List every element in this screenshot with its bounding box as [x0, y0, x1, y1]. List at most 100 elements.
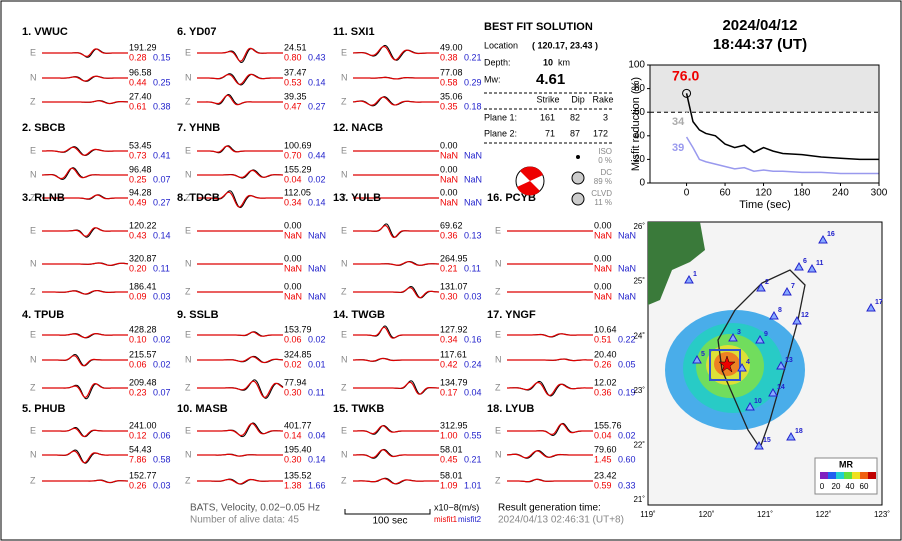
component-label: E — [185, 329, 191, 339]
misfit2: 0.14 — [153, 230, 171, 240]
station-number: 1 — [693, 271, 697, 278]
component-label: E — [185, 145, 191, 155]
amplitude: 401.77 — [284, 420, 312, 430]
component-value: 0 % — [598, 156, 612, 165]
misfit2: 0.01 — [308, 359, 326, 369]
amplitude: 195.40 — [284, 444, 312, 454]
misfit1: 0.26 — [594, 359, 612, 369]
beachball-quadrant — [520, 166, 543, 181]
component-label: N — [185, 72, 192, 82]
misfit1: NaN — [284, 263, 302, 273]
waveform — [197, 453, 283, 457]
start-marker — [682, 88, 692, 98]
waveform — [42, 167, 128, 180]
map-y-label: 24˚ — [633, 331, 645, 340]
series-line — [685, 111, 879, 168]
misfit2: 0.43 — [308, 52, 326, 62]
amplitude: 324.85 — [284, 349, 312, 359]
misfit2: 0.11 — [464, 263, 481, 273]
misfit2: NaN — [618, 263, 636, 273]
station-title: 8. TDCB — [177, 192, 220, 204]
component-label: N — [341, 169, 348, 179]
misfit2: 0.25 — [153, 77, 171, 87]
station-number: 2 — [765, 279, 769, 286]
map-x-label: 122˚ — [815, 510, 831, 519]
best-fit-box — [709, 349, 741, 381]
component-label: E — [185, 425, 191, 435]
station-number: 8 — [778, 307, 782, 314]
location-label: Location — [484, 40, 518, 50]
map-y-label: 25˚ — [633, 277, 645, 286]
series-line — [685, 93, 879, 161]
misfit2: 0.13 — [464, 230, 482, 240]
y-axis-label: Misfit reduction (%) — [630, 77, 642, 171]
map-x-label: 123˚ — [874, 510, 890, 519]
x-tick-label: 300 — [871, 188, 888, 199]
component-label: N — [30, 72, 37, 82]
component-label: Z — [341, 286, 347, 296]
component-label: Z — [185, 96, 191, 106]
station-marker — [866, 302, 876, 312]
amplitude: 96.48 — [129, 164, 152, 174]
misfit2: NaN — [308, 291, 326, 301]
component-label: N — [341, 354, 348, 364]
misfit1: 0.34 — [440, 334, 458, 344]
component-label: E — [185, 225, 191, 235]
station-title: 2. SBCB — [22, 122, 65, 134]
amplitude: 186.41 — [129, 281, 157, 291]
misfit1: NaN — [440, 174, 458, 184]
station-title: 18. LYUB — [487, 403, 534, 415]
component-label: Z — [495, 382, 501, 392]
waveform — [507, 358, 593, 362]
waveform — [42, 479, 128, 484]
amplitude: 0.00 — [594, 281, 612, 291]
station-title: 4. TPUB — [22, 309, 64, 321]
station-title: 3. RLNB — [22, 192, 65, 204]
amplitude: 428.28 — [129, 324, 157, 334]
date: 2024/04/12 — [722, 17, 797, 34]
misfit2: 0.06 — [153, 430, 171, 440]
station-marker — [684, 274, 694, 284]
waveform — [197, 380, 284, 399]
annotation: 39 — [672, 142, 684, 154]
component-label: N — [341, 449, 348, 459]
station-title: 10. MASB — [177, 403, 228, 415]
amplitude: 77.08 — [440, 67, 463, 77]
misfit2: 0.07 — [153, 174, 171, 184]
misfit1: 0.09 — [129, 291, 147, 301]
misfit2: 0.02 — [153, 334, 171, 344]
misfit2: 0.05 — [618, 359, 636, 369]
x-tick-label: 120 — [755, 188, 772, 199]
waveform — [353, 357, 439, 362]
station-marker — [755, 334, 765, 344]
component-label: E — [30, 225, 36, 235]
waveform — [42, 146, 128, 156]
component-label: E — [30, 47, 36, 57]
map-y-label: 22˚ — [633, 441, 645, 450]
amplitude: 0.00 — [440, 140, 458, 150]
amplitude: 241.00 — [129, 420, 157, 430]
amplitude: 0.00 — [594, 220, 612, 230]
station-marker — [737, 362, 747, 372]
amplitude: 12.02 — [594, 377, 617, 387]
colorbar-segment — [860, 472, 868, 479]
plane-value: 71 — [545, 128, 555, 138]
misfit1: NaN — [440, 197, 458, 207]
station-number: 14 — [777, 384, 785, 391]
plane-value: 82 — [570, 112, 580, 122]
waveform — [197, 356, 284, 364]
waveform — [197, 422, 283, 437]
component-label: Z — [30, 475, 36, 485]
station-marker — [807, 263, 817, 273]
station-title: 6. YD07 — [177, 26, 217, 38]
component-label: Z — [185, 286, 191, 296]
component-label: N — [30, 354, 37, 364]
component-label: E — [495, 225, 501, 235]
waveform — [353, 449, 439, 459]
component-icon — [571, 192, 585, 206]
x-tick-label: 60 — [719, 188, 731, 199]
solution-title: BEST FIT SOLUTION — [484, 21, 593, 33]
component-label: N — [185, 258, 192, 268]
misfit2: 0.02 — [308, 174, 326, 184]
